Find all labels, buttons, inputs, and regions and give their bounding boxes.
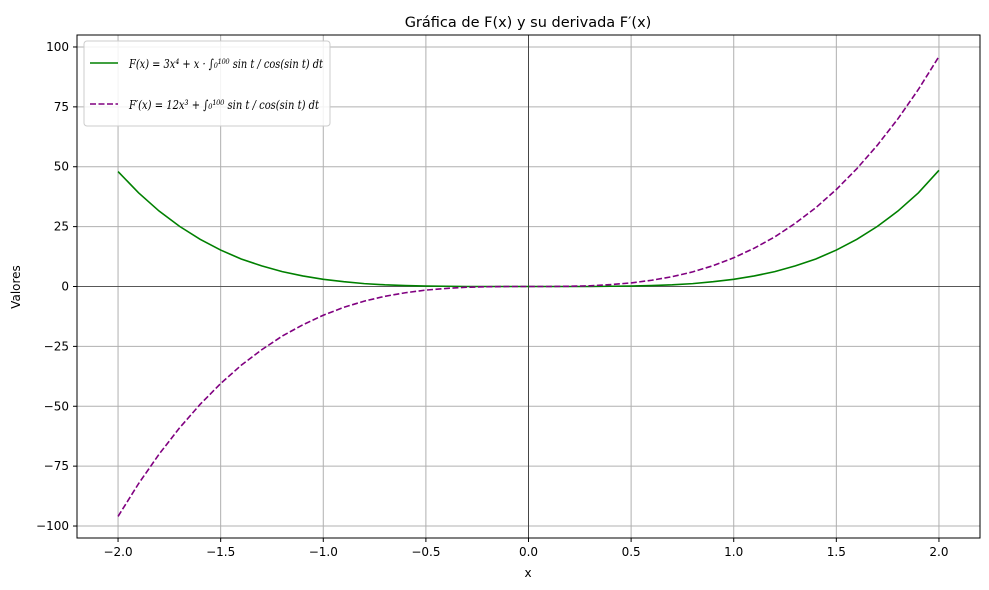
- x-tick-label: −0.5: [411, 545, 440, 559]
- x-tick-label: −2.0: [103, 545, 132, 559]
- y-tick-label: 50: [54, 160, 69, 174]
- chart-title: Gráfica de F(x) y su derivada F′(x): [405, 15, 652, 31]
- y-axis-label: Valores: [9, 265, 23, 309]
- x-axis-label: x: [524, 566, 531, 580]
- y-tick-label: 0: [61, 280, 69, 294]
- plot-area: [117, 56, 940, 517]
- legend-label-fprime: F′(x) = 12x³ + ∫₀¹⁰⁰ sin t / cos(sin t) …: [128, 97, 320, 112]
- y-tick-label: −50: [44, 399, 69, 413]
- x-tick-label: −1.5: [206, 545, 235, 559]
- y-tick-label: −100: [36, 519, 69, 533]
- legend-label-f: F(x) = 3x⁴ + x · ∫₀¹⁰⁰ sin t / cos(sin t…: [128, 56, 324, 71]
- x-axis-ticks: −2.0 −1.5 −1.0 −0.5 0.0 0.5 1.0 1.5 2.0: [103, 538, 949, 559]
- x-tick-label: 0.0: [519, 545, 538, 559]
- y-axis-ticks: −100 −75 −50 −25 0 25 50 75 100: [36, 40, 77, 533]
- legend: F(x) = 3x⁴ + x · ∫₀¹⁰⁰ sin t / cos(sin t…: [83, 40, 331, 127]
- legend-box: [83, 40, 331, 127]
- y-tick-label: 25: [54, 220, 69, 234]
- series-line-fprime: [117, 56, 940, 517]
- x-tick-label: −1.0: [309, 545, 338, 559]
- x-tick-label: 0.5: [622, 545, 641, 559]
- y-tick-label: 75: [54, 100, 69, 114]
- y-tick-label: −75: [44, 459, 69, 473]
- y-tick-label: 100: [46, 40, 69, 54]
- x-tick-label: 1.5: [827, 545, 846, 559]
- x-tick-label: 2.0: [929, 545, 948, 559]
- series-line-f: [117, 169, 940, 288]
- y-tick-label: −25: [44, 339, 69, 353]
- x-tick-label: 1.0: [724, 545, 743, 559]
